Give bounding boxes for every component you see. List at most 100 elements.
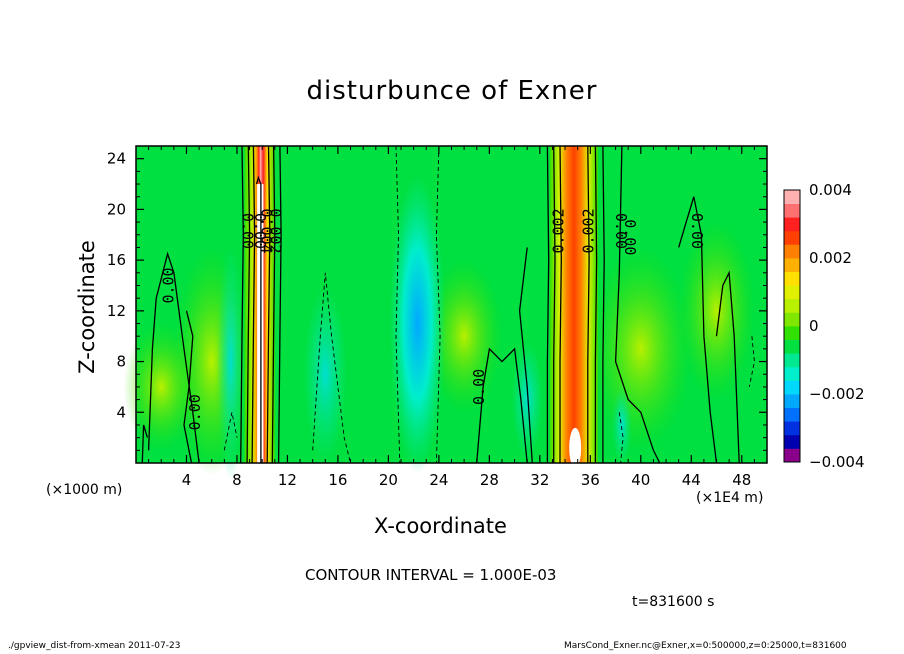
contour-negative bbox=[435, 145, 441, 464]
colorbar-swatch bbox=[784, 394, 800, 408]
contour-label: 0.002 bbox=[580, 208, 598, 253]
colorbar-frame bbox=[783, 189, 801, 463]
contour-left-band bbox=[246, 145, 251, 464]
contour-right-band bbox=[594, 145, 598, 463]
contour-left-band bbox=[266, 145, 271, 464]
y-tick-label: 12 bbox=[107, 302, 126, 320]
colorbar-swatch bbox=[784, 190, 800, 204]
contour-label: 0.00 bbox=[239, 213, 257, 249]
contour-zero-right-2 bbox=[678, 196, 718, 464]
colorbar-tick-label: −0.002 bbox=[809, 385, 865, 403]
colorbar-swatch bbox=[784, 366, 800, 381]
x-tick-label: 40 bbox=[631, 471, 650, 489]
colorbar-swatch bbox=[784, 298, 800, 313]
colorbar-swatch bbox=[784, 217, 800, 232]
y-tick-label: 8 bbox=[116, 353, 126, 371]
contour-zero-right bbox=[614, 145, 661, 464]
x-tick-label: 8 bbox=[232, 471, 242, 489]
field-patch-positive bbox=[426, 260, 502, 413]
field-negative-far-right bbox=[611, 384, 632, 465]
x-tick-label: 20 bbox=[379, 471, 398, 489]
colorbar-swatch bbox=[784, 326, 800, 340]
colorbar-swatch bbox=[784, 448, 800, 463]
contour-negative bbox=[748, 336, 755, 387]
contour-zero-edge bbox=[141, 424, 149, 464]
contour-lines bbox=[141, 145, 755, 464]
contour-negative bbox=[223, 412, 238, 451]
contour-left-band bbox=[251, 145, 256, 464]
colorbar-swatch bbox=[784, 380, 800, 395]
contour-label: 0.00 bbox=[186, 394, 204, 430]
y-tick-label: 16 bbox=[107, 251, 126, 269]
x-scale-note-left: (×1000 m) bbox=[46, 482, 123, 498]
field-patch-positive bbox=[123, 323, 200, 451]
colorbar-swatch bbox=[784, 244, 800, 259]
colorbar-swatch bbox=[784, 203, 800, 218]
field-peak-core-right bbox=[569, 427, 582, 468]
time-label: t=831600 s bbox=[632, 594, 715, 610]
x-tick-label: 4 bbox=[182, 471, 192, 489]
contour-zero-mid-2 bbox=[518, 247, 533, 464]
field-negative-center bbox=[389, 173, 446, 474]
colorbar-swatch bbox=[784, 339, 800, 354]
footer-left: ./gpview_dist-from-xmean 2011-07-23 bbox=[8, 641, 181, 651]
contour-label: 0.004 bbox=[257, 208, 275, 253]
y-tick-label: 24 bbox=[107, 150, 126, 168]
contour-label: 0.00 bbox=[688, 213, 706, 249]
colorbar-swatch bbox=[784, 230, 800, 245]
heatmap-field bbox=[123, 146, 767, 482]
x-tick-label: 28 bbox=[480, 471, 499, 489]
y-tick-label: 20 bbox=[107, 200, 126, 218]
y-tick-label: 4 bbox=[116, 403, 126, 421]
footer-right: MarsCond_Exner.nc@Exner,x=0:500000,z=0:2… bbox=[564, 641, 847, 651]
contour-interval-note: CONTOUR INTERVAL = 1.000E-03 bbox=[305, 566, 557, 584]
contour-label: 0.00 bbox=[159, 267, 177, 303]
colorbar-tick-label: 0 bbox=[809, 317, 819, 335]
contour-zero-right-3 bbox=[715, 270, 740, 464]
colorbar-swatch bbox=[784, 312, 800, 327]
contour-label: 0.00 bbox=[612, 213, 630, 249]
contour-label: 0.002 bbox=[549, 208, 567, 253]
colorbar-tick-label: −0.004 bbox=[809, 453, 865, 471]
field-patch-positive bbox=[590, 247, 692, 451]
contour-label: 0.002 bbox=[266, 208, 284, 253]
colorbar-swatch bbox=[784, 258, 800, 272]
x-tick-label: 48 bbox=[732, 471, 751, 489]
colorbar: 0.004 0.002 0 −0.002 −0.004 bbox=[783, 181, 865, 471]
colorbar-swatch bbox=[784, 353, 800, 368]
field-negative-midleft bbox=[303, 284, 348, 465]
contour-right-band bbox=[553, 145, 556, 463]
contour-zero-left-2 bbox=[183, 310, 194, 464]
contour-left-band bbox=[271, 145, 276, 464]
contour-label: 0.00 bbox=[470, 369, 488, 405]
x-tick-label: 16 bbox=[328, 471, 347, 489]
x-tick-label: 24 bbox=[429, 471, 448, 489]
contour-negative bbox=[618, 412, 624, 464]
contour-right-band bbox=[546, 145, 550, 463]
contour-label: 0.00 bbox=[251, 213, 269, 249]
contour-zero-mid bbox=[476, 347, 528, 464]
x-axis-label: X-coordinate bbox=[374, 514, 507, 538]
x-scale-note-right: (×1E4 m) bbox=[696, 490, 764, 506]
contour-right-band bbox=[587, 145, 590, 463]
contour-right-band bbox=[559, 145, 562, 463]
contour-right-band bbox=[602, 145, 605, 463]
colorbar-swatch bbox=[784, 407, 800, 422]
field-positive-band-right bbox=[549, 146, 598, 463]
field-negative-right bbox=[511, 339, 544, 460]
chart-title: disturbunce of Exner bbox=[306, 76, 598, 106]
colorbar-tick-label: 0.002 bbox=[809, 249, 852, 267]
colorbar-swatch bbox=[784, 421, 800, 436]
colorbar-tick-label: 0.004 bbox=[809, 181, 852, 199]
contour-left-band bbox=[277, 145, 282, 464]
contour-zero-left bbox=[147, 251, 200, 464]
colorbar-swatch bbox=[784, 271, 800, 286]
x-tick-label: 32 bbox=[530, 471, 549, 489]
colorbar-swatch bbox=[784, 285, 800, 300]
x-tick-label: 36 bbox=[581, 471, 600, 489]
field-negative-left bbox=[216, 241, 245, 482]
x-tick-label: 44 bbox=[682, 471, 701, 489]
